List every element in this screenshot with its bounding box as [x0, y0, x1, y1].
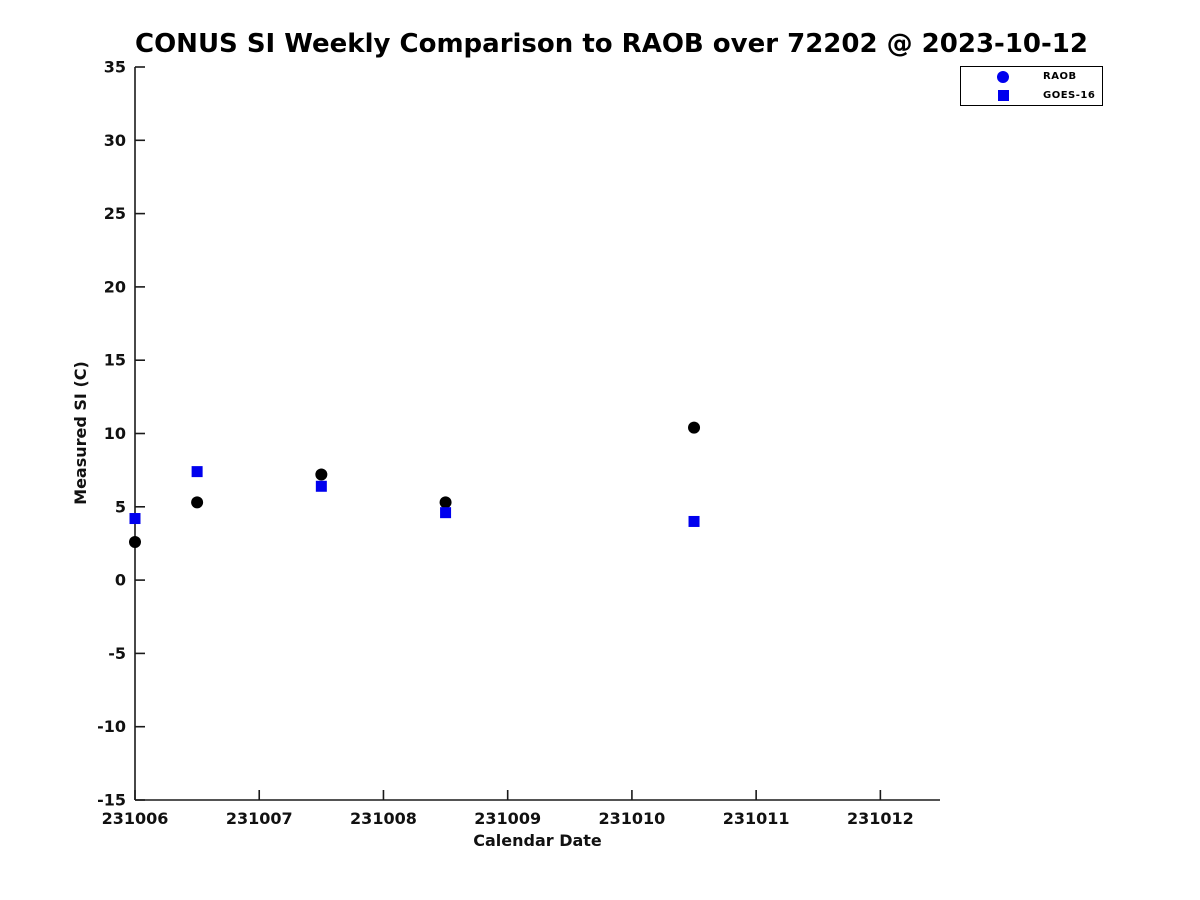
y-tick-label: -15: [97, 791, 126, 810]
x-tick-label: 231010: [599, 809, 666, 828]
x-axis-label: Calendar Date: [473, 831, 602, 850]
data-point-goes-16: [315, 480, 327, 492]
goes16-legend-marker: [997, 90, 1009, 101]
x-tick-label: 231006: [102, 809, 169, 828]
data-point-goes-16: [440, 507, 452, 519]
data-point-raob: [439, 496, 452, 509]
data-point-goes-16: [688, 515, 700, 527]
raob-circle-icon: [997, 70, 1009, 83]
data-point-goes-16: [191, 466, 203, 478]
data-point-raob: [129, 535, 141, 548]
y-tick-label: 20: [104, 277, 126, 296]
y-tick-label: 0: [115, 571, 126, 590]
x-tick-label: 231007: [226, 809, 293, 828]
chart-title: CONUS SI Weekly Comparison to RAOB over …: [135, 29, 1088, 59]
data-point-raob: [688, 421, 701, 434]
y-tick-label: 30: [104, 131, 126, 150]
y-tick-label: -10: [97, 717, 126, 736]
x-tick-label: 231012: [847, 809, 914, 828]
legend-entry-raob: RAOB: [961, 67, 1102, 86]
y-tick-label: 15: [104, 351, 126, 370]
legend-entry-goes16: GOES-16: [961, 86, 1102, 105]
legend-box: RAOB GOES-16: [960, 66, 1103, 106]
data-point-goes-16: [129, 513, 141, 525]
x-tick-label: 231008: [350, 809, 417, 828]
data-point-raob: [191, 496, 204, 509]
y-tick-label: 35: [104, 58, 126, 77]
y-tick-label: 10: [104, 424, 126, 443]
y-tick-label: 25: [104, 204, 126, 223]
y-axis-label: Measured SI (C): [71, 361, 90, 505]
x-tick-label: 231011: [723, 809, 790, 828]
legend-label-raob: RAOB: [1043, 71, 1077, 82]
y-tick-label: 5: [115, 497, 126, 516]
legend-label-goes16: GOES-16: [1043, 90, 1096, 101]
data-point-raob: [315, 468, 328, 481]
y-tick-label: -5: [108, 644, 126, 663]
x-tick-label: 231009: [474, 809, 541, 828]
raob-legend-marker: [997, 70, 1009, 83]
goes16-square-icon: [997, 90, 1009, 102]
